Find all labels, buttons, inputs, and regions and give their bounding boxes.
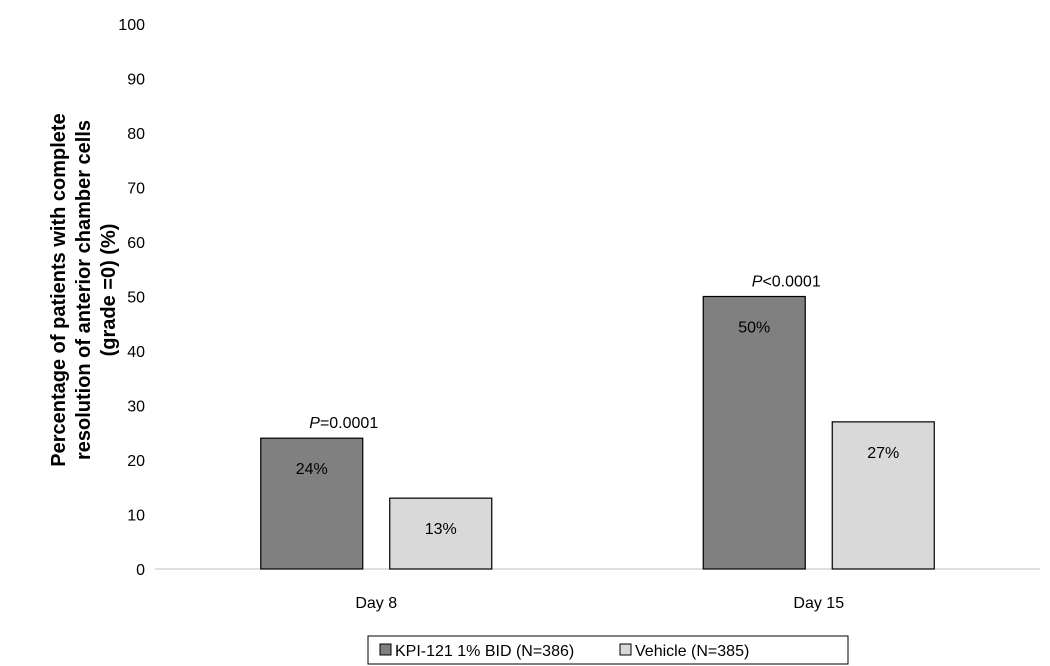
bar [702,295,806,570]
p-value-annotation: P=0.0001 [309,415,378,432]
y-axis-label-line: (grade =0) (%) [98,224,120,357]
bar-data-label: 24% [296,461,328,478]
y-axis-label-line: Percentage of patients with complete [48,113,70,466]
legend-label: KPI-121 1% BID (N=386) [395,643,574,660]
y-tick-label: 90 [127,72,145,89]
y-axis-label: Percentage of patients with complete reso… [48,113,120,466]
bar-data-label: 50% [738,320,770,337]
y-tick-label: 10 [127,508,145,525]
x-axis-ticks: Day 8 Day 15 [355,595,844,612]
legend-swatch [379,643,392,656]
x-tick-label: Day 15 [793,595,844,612]
legend-swatch [619,643,632,656]
x-tick-label: Day 8 [355,595,397,612]
legend: KPI-121 1% BID (N=386) Vehicle (N=385) [367,635,849,665]
y-axis-ticks: 0 10 20 30 40 50 60 70 80 90 100 [118,17,145,579]
y-tick-label: 70 [127,181,145,198]
p-value-annotations: P=0.0001 P<0.0001 [309,274,821,433]
bar-data-label: 27% [867,445,899,462]
y-tick-label: 60 [127,235,145,252]
y-axis-label-line: resolution of anterior chamber cells [73,120,95,460]
bar [831,421,935,570]
y-tick-label: 0 [136,562,145,579]
p-value-annotation: P<0.0001 [752,274,821,291]
y-tick-label: 20 [127,453,145,470]
y-tick-label: 40 [127,344,145,361]
y-tick-label: 30 [127,399,145,416]
bars: 24% 13% 50% 27% [260,295,935,570]
bar-data-label: 13% [425,521,457,538]
bar [389,497,493,570]
y-tick-label: 80 [127,126,145,143]
legend-label: Vehicle (N=385) [635,643,749,660]
bar [260,437,364,570]
y-tick-label: 100 [118,17,145,34]
y-tick-label: 50 [127,290,145,307]
legend-box [367,635,849,665]
